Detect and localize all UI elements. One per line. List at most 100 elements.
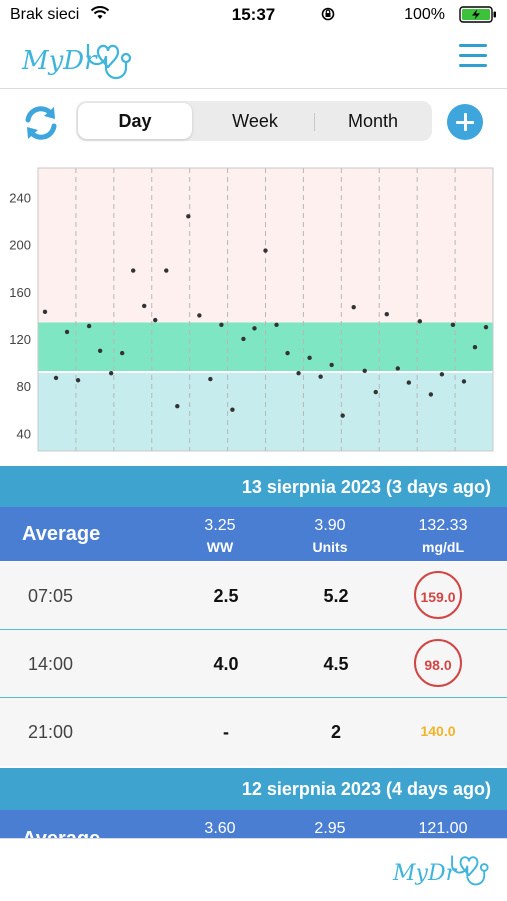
plot-border [37, 167, 494, 452]
add-entry-button[interactable] [447, 104, 483, 140]
average-row: Average 3.25 WW 3.90 Units 132.33 mg/dL [0, 507, 507, 561]
data-point [142, 303, 147, 309]
data-point [53, 375, 59, 381]
data-point [461, 379, 467, 384]
data-point [252, 326, 257, 331]
data-point [406, 380, 412, 385]
entry-glucose-value: 140.0 [420, 723, 456, 739]
y-tick-label: 240 [9, 190, 31, 205]
entry-time: 21:00 [28, 722, 74, 742]
mydr-logo: MyDr [22, 38, 134, 84]
data-point [208, 376, 213, 382]
data-point [263, 248, 268, 253]
list-item[interactable]: 07:05 2.5 5.2 159.0 [0, 562, 507, 630]
chart-controls: Day Week Month [0, 96, 507, 150]
data-point [373, 389, 378, 395]
data-point [384, 312, 389, 317]
data-point [362, 368, 367, 374]
y-tick-label: 40 [17, 426, 31, 441]
data-point [241, 336, 246, 342]
data-point [108, 370, 114, 376]
data-point [472, 345, 478, 350]
high-zone [38, 168, 493, 323]
stethoscope-heart-icon [451, 855, 489, 886]
clock: 15:37 [231, 5, 276, 24]
average-glucose-value: 121.00 [418, 820, 468, 837]
list-item[interactable]: 14:00 4.0 4.5 98.0 [0, 630, 507, 698]
data-point [395, 366, 400, 371]
data-point [230, 407, 235, 412]
orientation-lock-icon [321, 7, 335, 21]
data-point [483, 324, 489, 330]
data-point [175, 403, 180, 409]
refresh-icon[interactable] [20, 102, 62, 144]
glucose-unit-label: mg/dL [422, 539, 464, 555]
data-point [64, 329, 70, 335]
entry-ww: 2.5 [213, 586, 239, 606]
data-point [450, 322, 456, 328]
menu-icon[interactable] [459, 44, 487, 70]
data-point [119, 350, 125, 356]
glucose-chart: 40 80 120 160 200 240 [0, 165, 507, 457]
data-point [86, 323, 92, 329]
footer-logo-text: MyDr [393, 861, 457, 886]
average-units-value: 3.90 [314, 517, 346, 534]
units-unit-label: Units [312, 539, 348, 555]
data-point [439, 372, 445, 377]
entry-ww: - [223, 722, 229, 742]
day-header: 12 sierpnia 2023 (4 days ago) [0, 768, 507, 810]
entry-ww: 4.0 [213, 654, 239, 674]
average-ww-value: 3.60 [204, 820, 236, 837]
average-label: Average [22, 523, 101, 545]
y-tick-label: 160 [9, 285, 31, 300]
data-point [153, 317, 158, 323]
y-tick-label: 80 [17, 379, 31, 394]
data-point [340, 413, 345, 418]
tab-week[interactable]: Week [232, 111, 278, 131]
average-units-value: 2.95 [314, 820, 346, 837]
entry-glucose-badge: 159.0 [414, 571, 462, 619]
battery-percent: 100% [404, 6, 445, 23]
entry-glucose-badge: 98.0 [414, 639, 462, 687]
list-item[interactable]: 21:00 - 2 140.0 [0, 698, 507, 766]
period-selector: Day Week Month [76, 101, 432, 141]
battery-charging-icon [459, 6, 496, 23]
data-point [197, 313, 202, 318]
data-point [329, 362, 334, 368]
data-point [97, 348, 103, 353]
y-tick-label: 200 [9, 238, 31, 253]
average-glucose-value: 132.33 [418, 517, 468, 534]
tab-day[interactable]: Day [78, 103, 192, 139]
entry-units: 4.5 [323, 654, 349, 674]
data-point [296, 370, 301, 376]
ww-unit-label: WW [206, 539, 234, 555]
target-zone [38, 322, 493, 372]
segment-divider [314, 113, 315, 131]
entry-time: 07:05 [28, 586, 74, 606]
data-point [285, 350, 290, 356]
data-point [75, 378, 81, 383]
day-header: 13 sierpnia 2023 (3 days ago) [0, 466, 507, 508]
wifi-icon [90, 6, 110, 19]
app-header: MyDr [0, 30, 507, 89]
average-ww-value: 3.25 [204, 517, 236, 534]
data-point [307, 355, 312, 361]
data-point [417, 319, 423, 324]
data-point [164, 268, 169, 273]
entry-units: 2 [330, 722, 341, 742]
entry-units: 5.2 [323, 586, 349, 606]
data-point [351, 304, 356, 310]
entry-time: 14:00 [28, 654, 74, 674]
tab-month[interactable]: Month [347, 111, 399, 131]
data-point [42, 309, 48, 315]
logo-text: MyDr [22, 46, 97, 76]
data-point [186, 214, 191, 219]
carrier-label: Brak sieci [10, 6, 80, 23]
footer-logo: MyDr [393, 849, 493, 891]
data-point [428, 392, 434, 397]
status-bar: Brak sieci 15:37 100% [0, 0, 507, 30]
scatter-plot: 40 80 120 160 200 240 [9, 167, 494, 452]
bottom-bar: MyDr [0, 838, 507, 901]
data-point [219, 322, 224, 328]
y-tick-label: 120 [9, 332, 31, 347]
